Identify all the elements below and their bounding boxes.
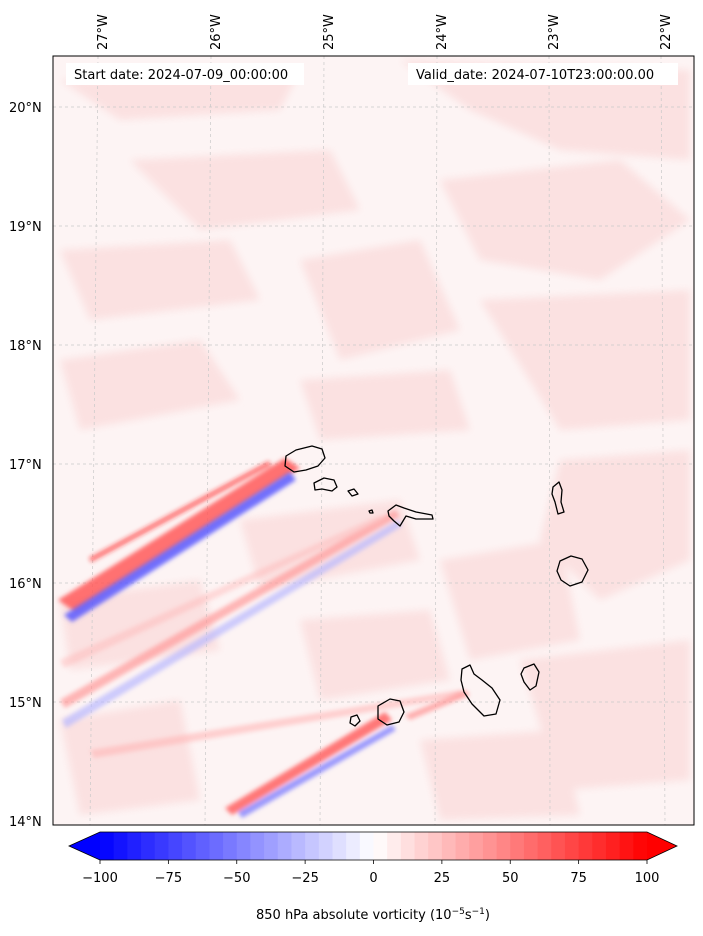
colorbar-bin [469,832,484,860]
colorbar: −100 −75 −50 −25 0 25 50 75 100 850 hPa absolute… [68,831,678,923]
map-frame [52,55,695,826]
start-date-label: Start date: 2024-07-09_00:00:00 [74,68,288,83]
colorbar-bin [428,832,443,860]
lat-label: 19°N [9,220,42,235]
colorbar-bins [69,832,677,860]
colorbar-bin [455,832,470,860]
colorbar-bin [277,832,293,860]
island-boa-vista [556,555,589,587]
lon-label: 26°W [209,14,224,50]
islands [284,445,589,727]
colorbar-bin [578,832,593,860]
island-maio [520,663,540,691]
colorbar-bin [400,832,416,860]
colorbar-bin [387,832,402,860]
start-date-box [66,63,304,85]
colorbar-bin [141,832,156,860]
gridlines [53,56,694,825]
valid-date-box [408,63,678,85]
lat-label: 17°N [9,458,42,473]
colorbar-bin [291,832,306,860]
colorbar-bin [264,832,279,860]
colorbar-bin [236,832,252,860]
colorbar-bin [510,832,525,860]
colorbar-bin [619,832,634,860]
colorbar-bin [113,832,128,860]
vorticity-wake-middle [60,510,402,728]
colorbar-bin [154,832,169,860]
colorbar-tick-label: −50 [223,871,250,886]
colorbar-extend-high [647,832,677,860]
colorbar-tick-label: 25 [434,871,451,886]
colorbar-ticks: −100 −75 −50 −25 0 25 50 75 100 [82,860,659,886]
colorbar-bin [482,832,498,860]
island-sal [551,481,565,515]
vorticity-wake-fogo [405,690,470,720]
colorbar-bin [564,832,580,860]
colorbar-bin [359,832,375,860]
longitude-labels: 27°W 26°W 25°W 24°W 23°W 22°W [96,14,674,50]
map-panel: Start date: 2024-07-09_00:00:00 Valid_da… [53,56,694,825]
colorbar-extend-low [69,832,100,860]
island-branco [368,509,374,514]
colorbar-tick-label: −75 [155,871,182,886]
island-sao-vicente [313,477,338,492]
colorbar-bin [346,832,361,860]
colorbar-bin [605,832,621,860]
colorbar-bin [168,832,183,860]
colorbar-bin [414,832,429,860]
colorbar-bin [332,832,347,860]
colorbar-bin [250,832,265,860]
island-brava [349,714,361,727]
colorbar-tick-label: −100 [82,871,118,886]
colorbar-bin [496,832,511,860]
lon-label: 27°W [96,14,111,50]
island-santa-luzia [347,488,359,497]
vorticity-wake-south [90,690,464,818]
vorticity-wake-north-negative [64,472,296,622]
colorbar-bin [182,832,197,860]
colorbar-bin [318,832,334,860]
colorbar-bin [592,832,607,860]
colorbar-bin [551,832,566,860]
latitude-labels: 20°N 19°N 18°N 17°N 16°N 15°N 14°N [9,101,42,830]
colorbar-tick-label: −25 [291,871,318,886]
lat-label: 14°N [9,815,42,830]
lon-label: 24°W [435,14,450,50]
lon-label: 22°W [659,14,674,50]
lat-label: 16°N [9,577,42,592]
colorbar-tick-label: 50 [502,871,519,886]
colorbar-label: 850 hPa absolute vorticity (10−5s−1) [256,907,490,923]
colorbar-bin [127,832,142,860]
colorbar-bin [373,832,388,860]
colorbar-bin [305,832,320,860]
colorbar-bin [523,832,539,860]
colorbar-bin [209,832,224,860]
colorbar-bin [441,832,457,860]
vorticity-wake-north-positive [58,458,300,612]
colorbar-tick-label: 100 [635,871,660,886]
lon-label: 25°W [322,14,337,50]
lat-label: 15°N [9,696,42,711]
lon-label: 23°W [547,14,562,50]
colorbar-bin [633,832,648,860]
colorbar-bin [195,832,211,860]
valid-date-label: Valid_date: 2024-07-10T23:00:00.00 [416,68,654,83]
colorbar-tick-label: 0 [369,871,377,886]
colorbar-bin [100,832,115,860]
colorbar-bin [223,832,238,860]
lat-label: 20°N [9,101,42,116]
colorbar-tick-label: 75 [570,871,587,886]
island-santo-antao [284,445,326,473]
island-sao-nicolau [387,504,434,527]
colorbar-bin [537,832,552,860]
island-santiago [460,664,501,717]
island-fogo [377,698,405,726]
lat-label: 18°N [9,339,42,354]
